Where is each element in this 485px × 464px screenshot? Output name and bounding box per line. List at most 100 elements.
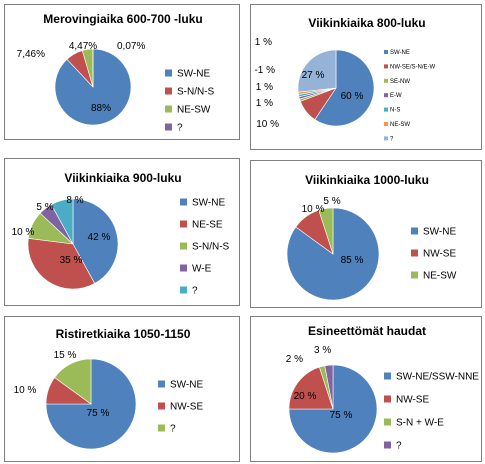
legend-label: NW-SE/S-N/E-W <box>390 64 436 70</box>
pie-chart-panel: Viikinkiaika 1000-luku 85 % 10 % 5 % SW-NE NW… <box>250 160 482 308</box>
legend-swatch <box>165 105 172 113</box>
legend-swatch <box>411 227 418 235</box>
legend-label: SW-NE <box>170 380 203 391</box>
chart-title: Viikinkiaika 800-luku <box>308 16 425 30</box>
data-label: 5 % <box>323 196 340 207</box>
data-label: 15 % <box>54 350 77 361</box>
legend-label: ? <box>390 136 394 142</box>
pie-chart-panel: Ristiretkiaika 1050-1150 75 % 10 % 15 % SW-N… <box>4 316 240 462</box>
pie-slice-ne-se <box>27 238 96 290</box>
legend-swatch <box>180 264 187 272</box>
data-label: 0,07% <box>117 41 145 52</box>
legend-swatch <box>384 93 388 98</box>
legend-label: ? <box>170 424 176 435</box>
pie-slice-unknown <box>297 49 337 93</box>
pie-slice-sw-ne-ssw-nne <box>288 364 378 454</box>
pie-slice-sw-ne <box>314 49 375 127</box>
chart-title: Ristiretkiaika 1050-1150 <box>56 327 191 341</box>
pie-chart: Merovingiaika 600-700 -luku 88% 7,46% 4,47%… <box>17 12 215 134</box>
data-label: 7,46% <box>17 49 45 60</box>
data-label: 10 % <box>302 204 325 215</box>
pie-chart: Viikinkiaika 800-luku 60 % 10 % 1 % 1 % -1 % 1… <box>254 16 436 142</box>
legend-label: SW-NE/SSW-NNE <box>396 372 479 383</box>
chart-title: Viikinkiaika 900-luku <box>64 171 181 185</box>
legend-swatch <box>180 220 187 228</box>
data-label: 60 % <box>341 91 364 102</box>
data-label: 88% <box>91 103 111 114</box>
data-label: 75 % <box>87 408 110 419</box>
data-label: 27 % <box>302 70 325 81</box>
data-label: 75 % <box>330 410 353 421</box>
data-label: 2 % <box>286 354 303 365</box>
data-label: 4,47% <box>69 41 97 52</box>
pie-chart: Ristiretkiaika 1050-1150 75 % 10 % 15 % SW-N… <box>14 327 203 450</box>
legend-label: NE-SW <box>177 105 211 116</box>
legend-swatch <box>180 198 187 206</box>
pie-chart: Viikinkiaika 900-luku 42 % 35 % 10 % 5 % 8 % S… <box>12 171 230 297</box>
legend-swatch <box>165 69 172 77</box>
legend-label: ? <box>192 286 198 297</box>
legend-label: NE-SW <box>390 122 410 128</box>
pie-slice-unknown <box>54 358 92 405</box>
pie-chart: Viikinkiaika 1000-luku 85 % 10 %5 % SW-NE NW… <box>286 173 457 301</box>
pie-slice-sw-ne <box>45 358 137 450</box>
legend-swatch <box>384 372 391 380</box>
data-label: -1 % <box>254 65 275 76</box>
pie-slice-unknown <box>50 198 74 245</box>
legend-swatch <box>384 107 388 112</box>
data-label: 1 % <box>256 98 273 109</box>
legend-label: SE-NW <box>390 79 410 85</box>
pie-slice-sw-ne <box>72 198 119 284</box>
legend-label: ? <box>396 441 402 452</box>
legend-label: ? <box>177 123 183 134</box>
legend-swatch <box>411 271 418 279</box>
legend-label: S-N/N-S <box>177 87 215 98</box>
legend-swatch <box>384 395 391 403</box>
legend-swatch <box>384 136 388 141</box>
legend-swatch <box>165 87 172 95</box>
legend-swatch <box>180 242 187 250</box>
pie-chart-panel: Esineettömät haudat 75 % 20 % 2 % 3 % SW-NE/S… <box>250 316 482 462</box>
pie-chart: Esineettömät haudat 75 % 20 % 2 % 3 % SW-NE/S… <box>286 324 479 454</box>
legend-label: W-E <box>192 264 212 275</box>
data-label: 1 % <box>256 82 273 93</box>
legend-label: S-N + W-E <box>396 418 444 429</box>
chart-title: Esineettömät haudat <box>308 324 426 338</box>
legend-swatch <box>384 78 388 83</box>
legend-swatch <box>158 402 165 410</box>
legend-label: S-N/N-S <box>192 242 230 253</box>
legend-label: N-S <box>390 108 400 114</box>
pie-slice-nw-se <box>288 366 334 410</box>
chart-title: Viikinkiaika 1000-luku <box>305 173 429 187</box>
data-label: 20 % <box>294 391 317 402</box>
legend-swatch <box>384 50 388 54</box>
chart-title: Merovingiaika 600-700 -luku <box>43 12 202 26</box>
data-label: 35 % <box>60 255 83 266</box>
legend-swatch <box>158 380 165 388</box>
legend-swatch <box>384 418 391 426</box>
data-label: 85 % <box>341 255 364 266</box>
legend-label: NW-SE <box>423 249 456 260</box>
data-label: 42 % <box>88 232 111 243</box>
legend-label: E-W <box>390 93 402 99</box>
data-label: 1 % <box>255 37 272 48</box>
legend-label: SW-NE <box>390 50 410 56</box>
data-label: 10 % <box>14 385 37 396</box>
legend-label: NE-SW <box>423 271 457 282</box>
legend-swatch <box>165 123 172 131</box>
pie-chart-panel: Merovingiaika 600-700 -luku 88% 7,46% 4,47%… <box>4 4 240 140</box>
data-label: 5 % <box>36 202 53 213</box>
legend-swatch <box>384 122 388 126</box>
legend-swatch <box>384 441 391 449</box>
data-label: 10 % <box>256 119 279 130</box>
legend-label: SW-NE <box>177 69 210 80</box>
pie-slice-ne-sw <box>318 207 334 255</box>
legend-swatch <box>411 249 418 257</box>
legend-label: NE-SE <box>192 220 223 231</box>
pie-chart-panel: Viikinkiaika 800-luku 60 % 10 % 1 % 1 % -1 % 1… <box>250 4 482 150</box>
legend-swatch <box>384 64 388 69</box>
data-label: 10 % <box>12 227 35 238</box>
legend-label: SW-NE <box>192 198 225 209</box>
pie-chart-panel: Viikinkiaika 900-luku 42 % 35 % 10 % 5 % 8 % S… <box>4 158 240 306</box>
legend-swatch <box>158 424 165 432</box>
